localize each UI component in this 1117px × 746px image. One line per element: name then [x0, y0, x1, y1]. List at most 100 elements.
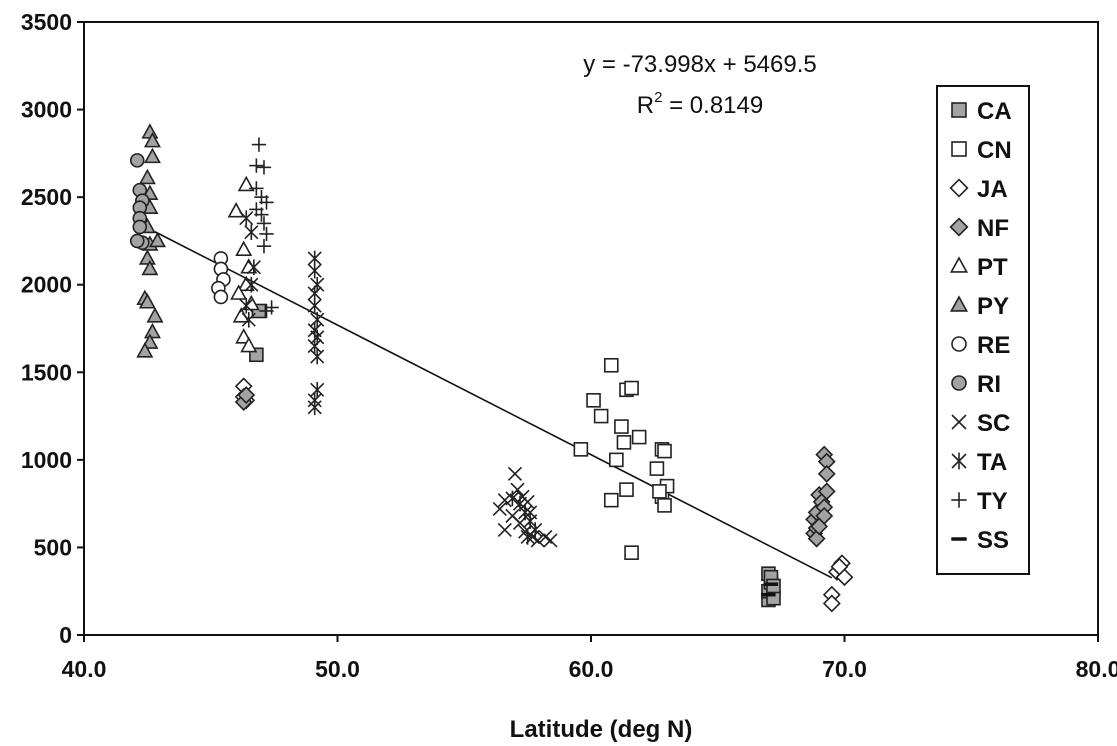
legend-label: RE — [977, 332, 1010, 359]
data-point — [259, 303, 274, 319]
y-tick-label: 1500 — [21, 359, 72, 385]
data-point — [492, 501, 507, 516]
legend-label: JA — [977, 176, 1008, 203]
data-point — [624, 380, 639, 396]
trendline-group — [154, 231, 833, 579]
legend: CA CN JA NF PT PY RE RI SC TA TY SS — [936, 85, 1030, 575]
data-point — [249, 181, 264, 196]
series-ja — [234, 377, 854, 613]
legend-item-ss: SS — [951, 527, 1009, 554]
legend-item-sc: SC — [951, 410, 1010, 437]
data-point — [246, 259, 261, 275]
data-point — [227, 202, 245, 218]
series-ri — [129, 153, 150, 250]
data-point — [766, 578, 781, 594]
legend-item-cn: CN — [951, 137, 1012, 164]
legend-item-ja: JA — [949, 176, 1008, 203]
legend-marker — [951, 336, 967, 352]
series-ss — [761, 582, 779, 597]
data-point — [609, 452, 624, 468]
data-point — [256, 216, 272, 231]
data-point — [129, 233, 145, 249]
legend-item-ri: RI — [951, 371, 1001, 398]
data-point — [593, 408, 609, 424]
data-point — [505, 490, 520, 507]
data-point — [310, 348, 325, 365]
data-point — [249, 158, 264, 173]
data-point — [256, 239, 272, 254]
legend-marker — [951, 452, 967, 470]
data-point — [810, 517, 829, 536]
data-point — [239, 210, 254, 226]
data-point — [143, 322, 161, 339]
data-point — [807, 529, 826, 548]
legend-label: TY — [977, 488, 1008, 515]
axis-ticks: 40.0 50.0 60.0 70.0 80.0 0 500 1000 1500 2000 2500… — [21, 9, 1117, 682]
data-point — [652, 484, 667, 499]
y-tick-label: 500 — [34, 534, 72, 560]
data-point — [138, 249, 156, 265]
r2-prefix: R — [637, 92, 654, 119]
legend-marker — [949, 217, 969, 237]
x-tick-label: 50.0 — [315, 656, 360, 682]
legend-item-nf: NF — [949, 215, 1009, 242]
series-re — [211, 251, 231, 305]
data-point — [616, 435, 632, 450]
r2-superscript: 2 — [654, 89, 662, 106]
y-tick-label: 3000 — [21, 97, 72, 123]
data-point — [251, 137, 267, 152]
data-point — [603, 492, 619, 508]
series-nf — [234, 386, 836, 548]
data-point — [619, 482, 634, 497]
x-tick-label: 80.0 — [1076, 656, 1117, 682]
series-ca — [249, 303, 781, 608]
data-point — [528, 522, 543, 538]
data-point — [586, 393, 601, 408]
legend-label: CA — [977, 98, 1012, 125]
legend-item-re: RE — [951, 332, 1010, 359]
data-point — [213, 289, 229, 305]
legend-item-ta: TA — [951, 449, 1007, 476]
legend-marker — [951, 375, 967, 391]
data-point — [573, 442, 589, 457]
data-point — [244, 276, 259, 293]
data-point — [132, 219, 148, 235]
data-point — [307, 338, 322, 354]
data-point — [307, 297, 322, 314]
data-point — [507, 466, 523, 481]
data-point — [129, 153, 145, 168]
legend-item-ca: CA — [951, 98, 1012, 125]
data-point — [259, 226, 274, 242]
y-tick-label: 3500 — [21, 9, 72, 35]
legend-label: TA — [977, 449, 1007, 476]
data-point — [143, 147, 161, 164]
data-point — [235, 240, 253, 257]
legend-item-pt: PT — [949, 254, 1008, 281]
data-point — [259, 195, 274, 210]
legend-marker — [949, 295, 969, 312]
legend-label: PY — [977, 293, 1009, 320]
data-points — [129, 123, 854, 613]
x-tick-label: 60.0 — [569, 656, 614, 682]
legend-marker — [951, 492, 967, 508]
data-point — [530, 533, 545, 548]
data-point — [614, 419, 629, 434]
data-point — [244, 224, 259, 240]
x-tick-label: 70.0 — [822, 656, 867, 682]
series-ta — [239, 210, 543, 545]
legend-marker — [949, 178, 969, 198]
data-point — [240, 336, 258, 353]
data-point — [249, 202, 264, 217]
y-tick-label: 2000 — [21, 272, 72, 298]
data-point — [830, 557, 849, 576]
legend-label: SC — [977, 410, 1010, 437]
data-point — [817, 464, 836, 483]
y-tick-label: 1000 — [21, 447, 72, 473]
data-point — [817, 482, 836, 501]
data-point — [310, 382, 325, 398]
data-point — [631, 429, 647, 445]
legend-item-ty: TY — [951, 488, 1008, 515]
data-point — [239, 297, 254, 314]
legend-item-py: PY — [949, 293, 1009, 320]
